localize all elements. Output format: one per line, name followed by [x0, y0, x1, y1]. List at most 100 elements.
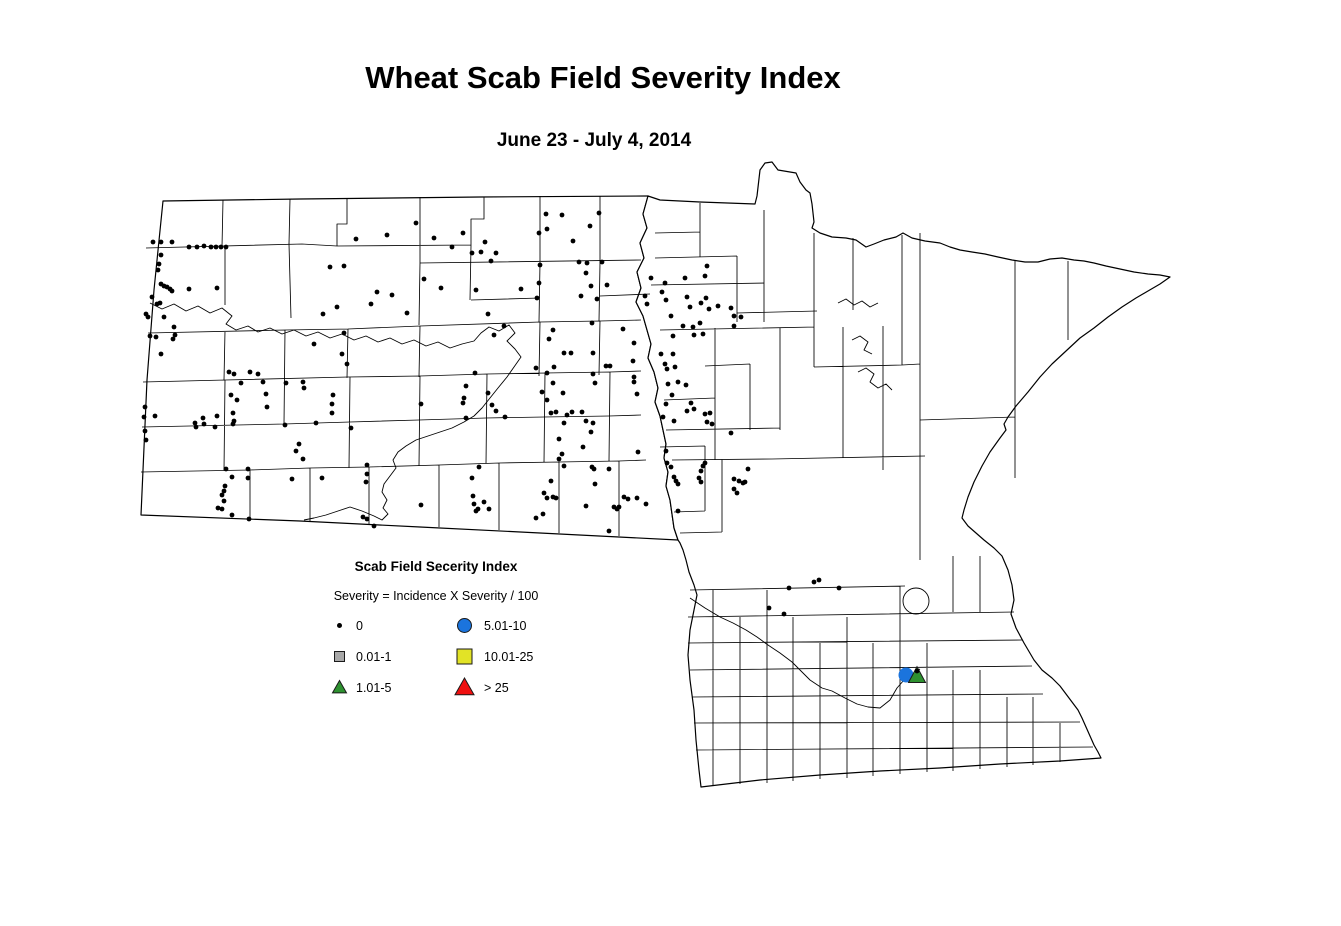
severity-point-dot	[698, 300, 704, 306]
square-legend-icon	[456, 648, 472, 665]
severity-point-dot	[556, 456, 562, 462]
severity-point-dot	[228, 392, 234, 398]
severity-point-dot	[688, 400, 694, 406]
severity-point-dot	[214, 413, 220, 419]
legend-item-label: 0.01-1	[356, 649, 392, 664]
severity-point-dot	[143, 437, 149, 443]
severity-point-dot	[344, 361, 350, 367]
severity-point-dot	[662, 280, 668, 286]
severity-point-dot	[704, 263, 710, 269]
severity-point-dot	[201, 243, 207, 249]
severity-point-dot	[418, 502, 424, 508]
severity-point-dot	[635, 449, 641, 455]
severity-point-dot	[630, 358, 636, 364]
severity-point-dot	[208, 244, 214, 250]
severity-point-dot	[158, 252, 164, 258]
severity-point-dot	[533, 515, 539, 521]
severity-point-dot	[374, 289, 380, 295]
severity-point-dot	[320, 311, 326, 317]
square-legend-icon	[333, 651, 345, 662]
severity-point-dot	[371, 523, 377, 529]
severity-point-dot	[223, 244, 229, 250]
severity-point-dot	[660, 414, 666, 420]
severity-point-dot	[418, 401, 424, 407]
severity-point-dot	[644, 301, 650, 307]
severity-point-dot	[564, 412, 570, 418]
severity-point-dot	[560, 390, 566, 396]
triangle-legend-icon	[331, 679, 347, 694]
severity-point-dot	[149, 294, 155, 300]
mille-lacs-lake	[902, 587, 930, 615]
severity-point-dot	[283, 380, 289, 386]
severity-point-dot	[592, 380, 598, 386]
severity-point-dot	[551, 364, 557, 370]
severity-point-dot	[501, 323, 507, 329]
severity-point-circle	[898, 667, 914, 683]
severity-point-dot	[634, 495, 640, 501]
severity-point-dot	[700, 331, 706, 337]
severity-point-dot	[413, 220, 419, 226]
severity-point-dot	[300, 456, 306, 462]
severity-point-dot	[548, 410, 554, 416]
severity-point-dot	[301, 385, 307, 391]
severity-point-dot	[245, 466, 251, 472]
severity-point-dot	[766, 605, 772, 611]
severity-point-dot	[311, 341, 317, 347]
severity-point-dot	[698, 468, 704, 474]
severity-point-dot	[664, 460, 670, 466]
severity-point-dot	[247, 369, 253, 375]
severity-point-dot	[836, 585, 842, 591]
county-borders	[140, 196, 1094, 786]
severity-point-dot	[502, 414, 508, 420]
severity-point-dot	[670, 351, 676, 357]
severity-point-dot	[334, 304, 340, 310]
severity-point-dot	[485, 311, 491, 317]
severity-point-dot	[489, 402, 495, 408]
severity-point-dot	[734, 490, 740, 496]
severity-point-dot	[576, 259, 582, 265]
severity-point-dot	[683, 382, 689, 388]
severity-point-dot	[363, 479, 369, 485]
severity-point-dot	[648, 275, 654, 281]
severity-point-dot	[171, 324, 177, 330]
severity-point-dot	[339, 351, 345, 357]
severity-point-dot	[540, 511, 546, 517]
severity-point-dot	[745, 466, 751, 472]
missouri-river	[149, 302, 522, 521]
legend-marker	[444, 614, 484, 637]
severity-point-dot	[663, 448, 669, 454]
severity-point-dot	[155, 267, 161, 273]
severity-point-dot	[544, 370, 550, 376]
severity-point-dot	[543, 211, 549, 217]
severity-point-dot	[731, 323, 737, 329]
severity-point-dot	[731, 486, 737, 492]
severity-point-dot	[541, 490, 547, 496]
page-title: Wheat Scab Field Severity Index	[365, 60, 841, 95]
severity-point-dot	[193, 424, 199, 430]
severity-point-dot	[493, 250, 499, 256]
severity-point-dot	[364, 471, 370, 477]
severity-point-dot	[330, 392, 336, 398]
severity-point-dot	[594, 296, 600, 302]
severity-point-dot	[675, 508, 681, 514]
severity-point-dot	[697, 320, 703, 326]
severity-point-dot	[213, 244, 219, 250]
severity-point-dot	[170, 336, 176, 342]
severity-point-dot	[579, 409, 585, 415]
severity-point-dot	[229, 474, 235, 480]
severity-point-dot	[570, 238, 576, 244]
severity-point-dot	[476, 464, 482, 470]
severity-point-dot	[583, 270, 589, 276]
severity-point-dot	[246, 516, 252, 522]
severity-point-dot	[533, 365, 539, 371]
severity-points-layer	[141, 210, 927, 683]
severity-point-dot	[463, 415, 469, 421]
severity-point-dot	[590, 371, 596, 377]
severity-point-dot	[221, 498, 227, 504]
severity-point-dot	[786, 585, 792, 591]
severity-point-dot	[421, 276, 427, 282]
circle-legend-icon	[456, 618, 472, 633]
severity-point-triangle	[907, 665, 927, 683]
legend-item-label: 1.01-5	[356, 680, 392, 695]
